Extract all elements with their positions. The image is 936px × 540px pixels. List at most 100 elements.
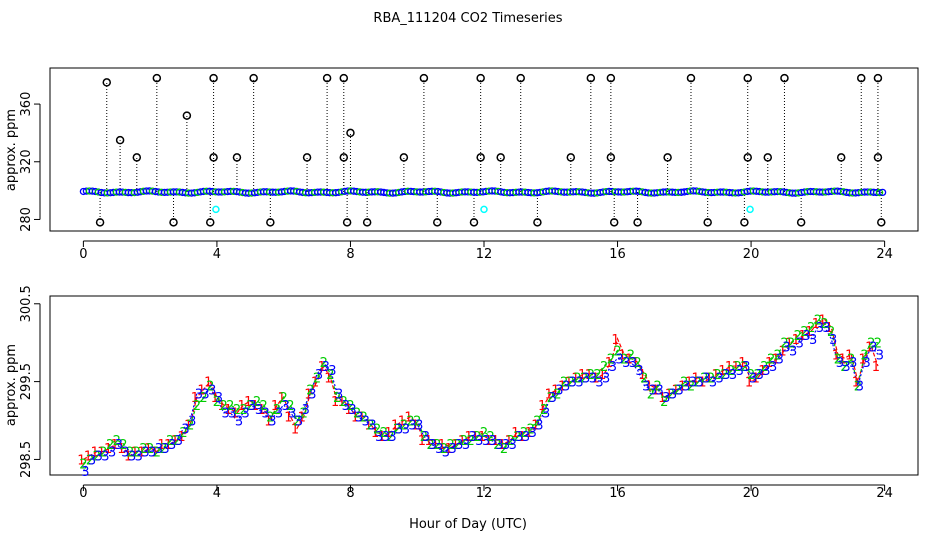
series-point-1: 1 (765, 356, 773, 371)
series-point-2: 2 (747, 368, 755, 383)
series-point-3: 3 (108, 446, 116, 461)
series-point-3: 3 (215, 391, 223, 406)
series-point-3: 3 (402, 422, 410, 437)
series-point-2: 2 (79, 457, 87, 472)
series-point-1: 1 (391, 418, 399, 433)
series-point-1: 1 (551, 383, 559, 398)
series-point-3: 3 (442, 446, 450, 461)
series-point-2: 2 (313, 372, 321, 387)
series-point-2: 2 (106, 438, 114, 453)
series-point-2: 2 (647, 387, 655, 402)
series-point-3: 3 (382, 430, 390, 445)
outlier-point (152, 73, 162, 83)
outlier-point (362, 218, 372, 227)
series-point-2: 2 (667, 387, 675, 402)
series-point-3: 3 (422, 430, 430, 445)
series-point-3: 3 (702, 372, 710, 387)
series-point-3: 3 (789, 344, 797, 359)
outlier-point (780, 73, 789, 83)
series-point-3: 3 (241, 407, 249, 422)
series-point-1: 1 (444, 442, 452, 457)
series-line-1 (83, 318, 879, 460)
series-point-2: 2 (433, 438, 441, 453)
series-point-1: 1 (571, 372, 579, 387)
series-point-2: 2 (286, 399, 294, 414)
series-point-1: 1 (631, 356, 639, 371)
outlier-point (322, 73, 332, 83)
series-point-2: 2 (600, 360, 608, 375)
series-point-1: 1 (611, 333, 619, 348)
series-point-2: 2 (300, 407, 308, 422)
chart-title: RBA_111204 CO2 Timeseries (373, 11, 562, 26)
outlier-point (132, 153, 142, 162)
series-point-1: 1 (144, 442, 152, 457)
series-point-2: 2 (487, 430, 495, 445)
series-point-1: 1 (585, 368, 593, 383)
series-point-2: 2 (153, 446, 161, 461)
series-point-3: 3 (669, 387, 677, 402)
series-point-3: 3 (188, 415, 196, 430)
series-point-3: 3 (462, 438, 470, 453)
series-point-3: 3 (121, 446, 129, 461)
series-point-1: 1 (458, 434, 466, 449)
series-point-3: 3 (742, 360, 750, 375)
series-point-2: 2 (607, 352, 615, 367)
series-point-1: 1 (378, 430, 386, 445)
series-point-3: 3 (602, 372, 610, 387)
series-point-1: 1 (531, 418, 539, 433)
series-point-1: 1 (758, 364, 766, 379)
y-tick-label: 299.5 (19, 363, 34, 400)
series-point-2: 2 (573, 372, 581, 387)
series-point-2: 2 (820, 317, 828, 332)
series-point-1: 1 (111, 438, 119, 453)
series-point-1: 1 (338, 395, 346, 410)
series-point-1: 1 (545, 387, 553, 402)
outlier-point (302, 153, 312, 162)
series-point-1: 1 (858, 352, 866, 367)
series-point-2: 2 (493, 438, 501, 453)
series-point-1: 1 (131, 446, 139, 461)
series-point-2: 2 (233, 403, 241, 418)
series-point-1: 1 (718, 364, 726, 379)
series-point-3: 3 (642, 380, 650, 395)
series-point-3: 3 (175, 434, 183, 449)
series-point-2: 2 (346, 399, 354, 414)
outlier-point (249, 73, 258, 83)
series-point-1: 1 (151, 446, 159, 461)
series-point-2: 2 (453, 438, 461, 453)
outlier-point (339, 153, 349, 162)
series-point-3: 3 (649, 383, 657, 398)
series-point-1: 1 (625, 352, 633, 367)
series-point-3: 3 (408, 418, 416, 433)
series-point-3: 3 (822, 321, 830, 336)
series-point-2: 2 (734, 360, 742, 375)
series-point-3: 3 (756, 368, 764, 383)
series-point-1: 1 (318, 360, 326, 375)
series-point-1: 1 (324, 372, 332, 387)
series-point-3: 3 (455, 438, 463, 453)
series-point-2: 2 (380, 426, 388, 441)
series-point-2: 2 (740, 360, 748, 375)
outlier-point (763, 153, 773, 162)
series-point-1: 1 (678, 380, 686, 395)
series-point-1: 1 (371, 426, 379, 441)
outlier-point (419, 73, 429, 83)
series-point-1: 1 (404, 411, 412, 426)
outlier-point (873, 153, 883, 162)
series-point-1: 1 (705, 372, 713, 387)
series-point-2: 2 (133, 446, 141, 461)
outlier-point (205, 218, 215, 227)
x-tick-label: 12 (476, 247, 493, 262)
top-panel: approx. ppm 0 4 8 12 16 20 24 280 320 360 (4, 67, 919, 262)
series-point-2: 2 (460, 434, 468, 449)
x-tick-label: 16 (609, 247, 626, 262)
series-point-3: 3 (622, 356, 630, 371)
series-point-2: 2 (707, 372, 715, 387)
series-point-1: 1 (618, 348, 626, 363)
series-point-3: 3 (168, 438, 176, 453)
series-point-2: 2 (193, 399, 201, 414)
x-tick-label: 12 (476, 486, 493, 501)
series-point-1: 1 (177, 430, 185, 445)
series-point-3: 3 (816, 321, 824, 336)
